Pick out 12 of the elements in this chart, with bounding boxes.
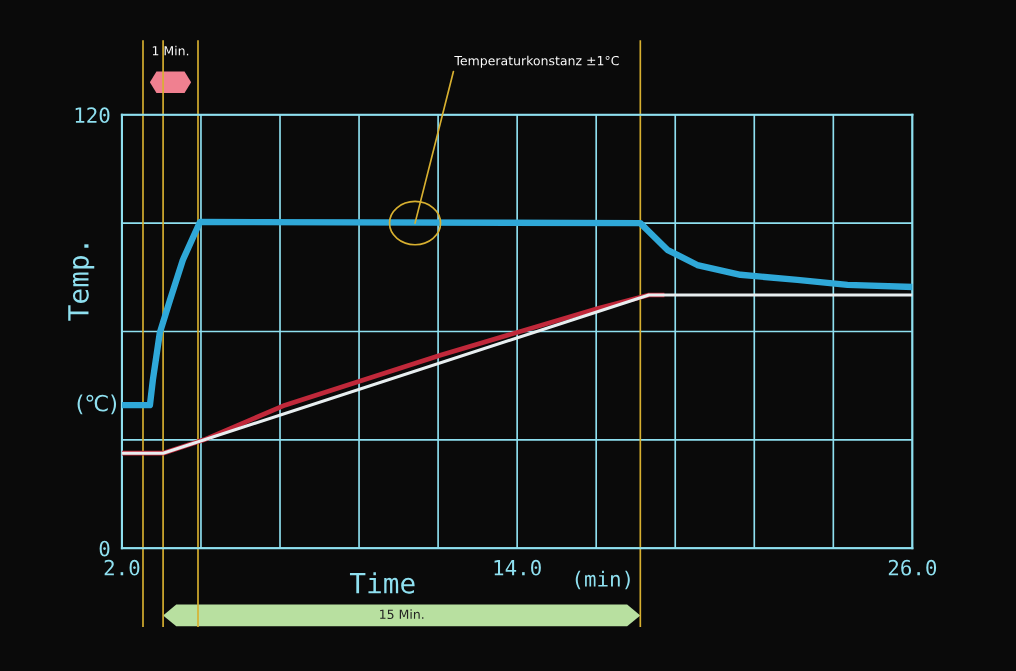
x-tick-label: 26.0 <box>888 559 937 576</box>
x-tick-label: 14.0 <box>494 559 541 576</box>
text: (℃) <box>77 394 117 415</box>
x-axis-title: Time <box>349 572 415 594</box>
text: (min) <box>575 570 630 590</box>
y-axis-title: Temp. <box>68 244 95 321</box>
annotation: Temperaturkonstanz ±1°C <box>454 55 619 68</box>
text: 1 Min. <box>152 45 189 56</box>
text: 15 Min. <box>380 609 424 620</box>
y-tick-label: 120 <box>75 107 110 124</box>
x-tick-label: 2.0 <box>104 559 140 576</box>
y-tick-label: 0 <box>99 540 110 557</box>
